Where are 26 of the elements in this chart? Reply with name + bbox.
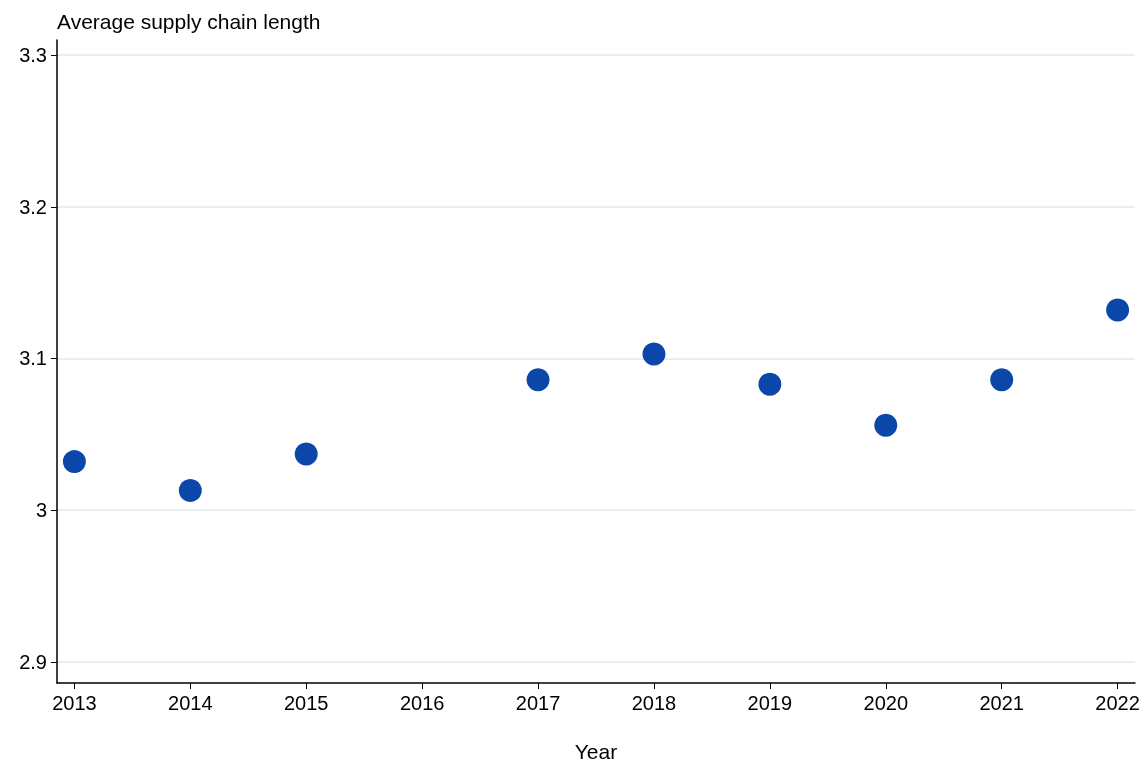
- x-tick-label: 2021: [979, 692, 1024, 714]
- x-axis-title: Year: [574, 740, 618, 763]
- x-tick-label: 2017: [515, 692, 561, 714]
- x-tick-label: 2015: [283, 692, 329, 714]
- x-tick-label: 2022: [1095, 692, 1140, 714]
- x-tick-label: 2018: [631, 692, 677, 714]
- x-tick-label: 2013: [52, 692, 97, 714]
- y-tick-label: 3.3: [19, 44, 47, 67]
- point: [990, 368, 1014, 392]
- x-tick-label: 2019: [747, 692, 793, 714]
- x-tick-label: 2016: [399, 692, 445, 714]
- y-tick-label: 3: [35, 499, 47, 522]
- point: [642, 342, 666, 366]
- point: [758, 372, 782, 396]
- point: [294, 442, 318, 466]
- y-tick-label: 2.9: [19, 650, 47, 673]
- x-tick-label: 2014: [168, 692, 213, 714]
- y-tick-label: 3.1: [19, 347, 47, 370]
- y-axis-title: Average supply chain length: [57, 10, 321, 33]
- x-tick-label: 2020: [863, 692, 909, 714]
- point: [874, 413, 898, 437]
- point: [1106, 298, 1130, 322]
- point: [178, 478, 202, 502]
- y-tick-label: 3.2: [19, 195, 47, 218]
- point: [526, 368, 550, 392]
- point: [62, 450, 86, 474]
